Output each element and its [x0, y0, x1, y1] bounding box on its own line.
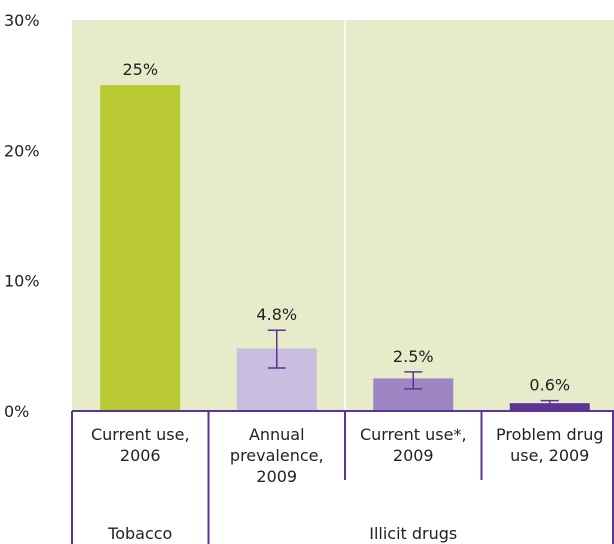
- y-tick-label: 0%: [4, 402, 29, 421]
- data-label: 4.8%: [256, 305, 297, 324]
- data-label: 25%: [122, 60, 158, 79]
- data-label: 0.6%: [529, 376, 570, 395]
- group-label: Illicit drugs: [369, 524, 457, 543]
- y-tick-label: 30%: [4, 11, 40, 30]
- x-tick-label: Current use, 2006: [91, 425, 190, 465]
- bar: [100, 85, 181, 412]
- data-label: 2.5%: [393, 347, 434, 366]
- x-tick-label: Annual prevalence, 2009: [230, 425, 324, 486]
- x-tick-label: Current use*, 2009: [360, 425, 467, 465]
- x-tick-label: Problem drug use, 2009: [496, 425, 604, 465]
- y-tick-label: 10%: [4, 272, 40, 291]
- y-tick-label: 20%: [4, 141, 40, 160]
- group-label: Tobacco: [107, 524, 172, 543]
